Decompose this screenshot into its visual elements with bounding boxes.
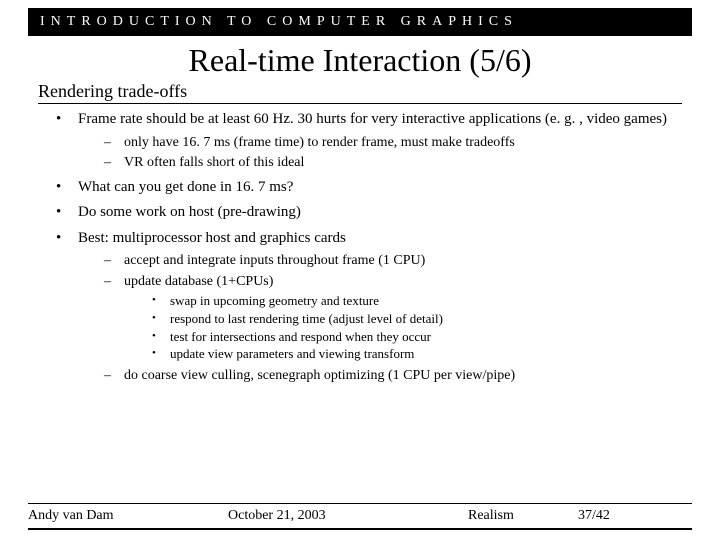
content: Frame rate should be at least 60 Hz. 30 … <box>38 110 682 386</box>
footer-author: Andy van Dam <box>28 508 228 524</box>
footer-topic: Realism <box>468 508 578 524</box>
header-bar: INTRODUCTION TO COMPUTER GRAPHICS <box>28 8 692 36</box>
bullet-item: Frame rate should be at least 60 Hz. 30 … <box>56 110 682 172</box>
sub-item: update database (1+CPUs) swap in upcomin… <box>104 273 682 364</box>
sub-text: update database (1+CPUs) <box>124 274 273 289</box>
bullet-item: Best: multiprocessor host and graphics c… <box>56 229 682 386</box>
slide-title: Real-time Interaction (5/6) <box>0 42 720 79</box>
bullet-item: What can you get done in 16. 7 ms? <box>56 178 682 198</box>
subsub-item: swap in upcoming geometry and texture <box>152 293 682 310</box>
slide: INTRODUCTION TO COMPUTER GRAPHICS Real-t… <box>0 8 720 548</box>
footer-date: October 21, 2003 <box>228 508 468 524</box>
sub-item: accept and integrate inputs throughout f… <box>104 252 682 270</box>
bullet-text: Frame rate should be at least 60 Hz. 30 … <box>78 111 667 127</box>
bullet-item: Do some work on host (pre-drawing) <box>56 203 682 223</box>
sub-item: VR often falls short of this ideal <box>104 154 682 172</box>
footer-page: 37/42 <box>578 508 692 524</box>
subtitle-wrap: Rendering trade-offs <box>38 81 682 104</box>
subtitle: Rendering trade-offs <box>38 81 682 104</box>
sub-item: do coarse view culling, scenegraph optim… <box>104 367 682 385</box>
subsub-list: swap in upcoming geometry and texture re… <box>152 293 682 364</box>
footer: Andy van Dam October 21, 2003 Realism 37… <box>28 503 692 530</box>
subsub-item: update view parameters and viewing trans… <box>152 346 682 363</box>
sub-list: only have 16. 7 ms (frame time) to rende… <box>104 134 682 172</box>
bullet-text: Best: multiprocessor host and graphics c… <box>78 230 346 246</box>
bullet-list: Frame rate should be at least 60 Hz. 30 … <box>56 110 682 386</box>
sub-item: only have 16. 7 ms (frame time) to rende… <box>104 134 682 152</box>
subsub-item: test for intersections and respond when … <box>152 329 682 346</box>
subsub-item: respond to last rendering time (adjust l… <box>152 311 682 328</box>
sub-list: accept and integrate inputs throughout f… <box>104 252 682 385</box>
